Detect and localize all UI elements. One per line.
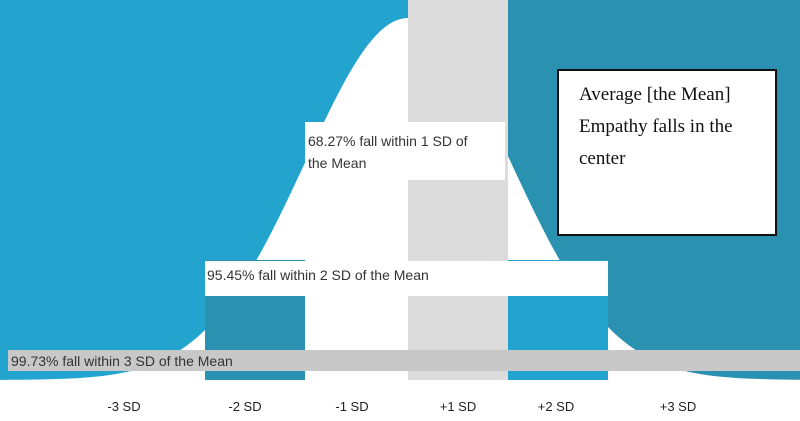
axis-tick-minus-1sd: -1 SD <box>335 399 368 414</box>
band-3sd-label-bg <box>8 350 800 371</box>
axis-strip <box>50 393 768 421</box>
mean-callout-box: Average [the Mean] Empathy falls in the … <box>557 69 777 236</box>
axis-tick-plus-1sd: +1 SD <box>440 399 477 414</box>
band-1sd-right-shade <box>408 0 508 380</box>
axis-tick-plus-2sd: +2 SD <box>538 399 575 414</box>
axis-tick-minus-3sd: -3 SD <box>107 399 140 414</box>
band-3sd-label: 99.73% fall within 3 SD of the Mean <box>11 353 233 369</box>
axis-tick-minus-2sd: -2 SD <box>228 399 261 414</box>
band-1sd-label: 68.27% fall within 1 SD of the Mean <box>308 133 471 171</box>
band-2sd-label: 95.45% fall within 2 SD of the Mean <box>207 267 429 283</box>
band-2sd-label-bg <box>205 261 608 296</box>
axis-tick-plus-3sd: +3 SD <box>660 399 697 414</box>
band-1sd-label-bg <box>305 122 505 180</box>
